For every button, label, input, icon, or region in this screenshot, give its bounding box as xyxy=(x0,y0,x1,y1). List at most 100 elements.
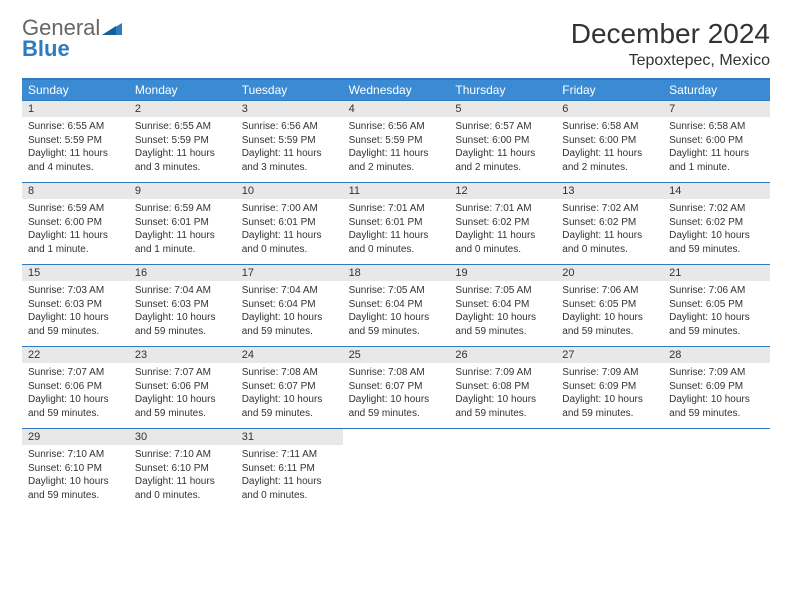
day-number: 15 xyxy=(22,265,129,281)
daylight-text: and 2 minutes. xyxy=(455,161,550,175)
sunrise-text: Sunrise: 7:05 AM xyxy=(455,284,550,298)
day-cell: Sunrise: 6:56 AMSunset: 5:59 PMDaylight:… xyxy=(343,117,450,182)
day-cell: Sunrise: 6:56 AMSunset: 5:59 PMDaylight:… xyxy=(236,117,343,182)
daylight-text: and 59 minutes. xyxy=(455,407,550,421)
day-number: 5 xyxy=(449,101,556,117)
sunrise-text: Sunrise: 7:01 AM xyxy=(349,202,444,216)
daylight-text: and 0 minutes. xyxy=(242,243,337,257)
daylight-text: Daylight: 10 hours xyxy=(562,311,657,325)
daylight-text: Daylight: 11 hours xyxy=(669,147,764,161)
week-row: Sunrise: 7:03 AMSunset: 6:03 PMDaylight:… xyxy=(22,281,770,346)
day-cell: Sunrise: 7:05 AMSunset: 6:04 PMDaylight:… xyxy=(449,281,556,346)
daylight-text: and 59 minutes. xyxy=(28,407,123,421)
sunrise-text: Sunrise: 7:02 AM xyxy=(669,202,764,216)
day-number: 10 xyxy=(236,183,343,199)
day-number: 26 xyxy=(449,347,556,363)
day-number: 19 xyxy=(449,265,556,281)
daylight-text: and 59 minutes. xyxy=(242,325,337,339)
daylight-text: and 1 minute. xyxy=(669,161,764,175)
sunrise-text: Sunrise: 7:06 AM xyxy=(669,284,764,298)
daylight-text: Daylight: 11 hours xyxy=(349,147,444,161)
day-number: 14 xyxy=(663,183,770,199)
day-number: 16 xyxy=(129,265,236,281)
weekday-label: Saturday xyxy=(663,80,770,100)
daylight-text: Daylight: 10 hours xyxy=(242,311,337,325)
sunrise-text: Sunrise: 6:56 AM xyxy=(349,120,444,134)
sunset-text: Sunset: 6:11 PM xyxy=(242,462,337,476)
day-number: 3 xyxy=(236,101,343,117)
sunrise-text: Sunrise: 7:01 AM xyxy=(455,202,550,216)
daylight-text: and 59 minutes. xyxy=(349,325,444,339)
sunrise-text: Sunrise: 7:07 AM xyxy=(135,366,230,380)
day-cell xyxy=(449,445,556,510)
brand-mark-icon xyxy=(102,18,122,39)
weekday-label: Wednesday xyxy=(343,80,450,100)
sunrise-text: Sunrise: 6:55 AM xyxy=(135,120,230,134)
sunrise-text: Sunrise: 7:00 AM xyxy=(242,202,337,216)
sunrise-text: Sunrise: 7:09 AM xyxy=(455,366,550,380)
day-cell: Sunrise: 7:01 AMSunset: 6:01 PMDaylight:… xyxy=(343,199,450,264)
daylight-text: Daylight: 11 hours xyxy=(349,229,444,243)
sunrise-text: Sunrise: 7:09 AM xyxy=(669,366,764,380)
sunset-text: Sunset: 6:02 PM xyxy=(455,216,550,230)
day-cell xyxy=(343,445,450,510)
day-cell xyxy=(556,445,663,510)
sunset-text: Sunset: 6:01 PM xyxy=(242,216,337,230)
daylight-text: Daylight: 11 hours xyxy=(242,229,337,243)
sunrise-text: Sunrise: 7:04 AM xyxy=(242,284,337,298)
daynum-row: 22232425262728 xyxy=(22,346,770,363)
daylight-text: and 3 minutes. xyxy=(242,161,337,175)
day-cell: Sunrise: 7:04 AMSunset: 6:04 PMDaylight:… xyxy=(236,281,343,346)
day-cell: Sunrise: 7:02 AMSunset: 6:02 PMDaylight:… xyxy=(556,199,663,264)
day-cell: Sunrise: 7:03 AMSunset: 6:03 PMDaylight:… xyxy=(22,281,129,346)
daylight-text: Daylight: 10 hours xyxy=(455,311,550,325)
daylight-text: and 0 minutes. xyxy=(455,243,550,257)
day-cell: Sunrise: 6:57 AMSunset: 6:00 PMDaylight:… xyxy=(449,117,556,182)
sunset-text: Sunset: 5:59 PM xyxy=(28,134,123,148)
daylight-text: Daylight: 10 hours xyxy=(349,311,444,325)
daylight-text: and 2 minutes. xyxy=(349,161,444,175)
daylight-text: Daylight: 10 hours xyxy=(242,393,337,407)
day-number: 25 xyxy=(343,347,450,363)
day-number xyxy=(343,429,450,445)
day-number: 11 xyxy=(343,183,450,199)
daylight-text: and 4 minutes. xyxy=(28,161,123,175)
day-cell: Sunrise: 7:06 AMSunset: 6:05 PMDaylight:… xyxy=(556,281,663,346)
day-cell xyxy=(663,445,770,510)
weekday-label: Monday xyxy=(129,80,236,100)
sunrise-text: Sunrise: 7:03 AM xyxy=(28,284,123,298)
sunset-text: Sunset: 6:07 PM xyxy=(242,380,337,394)
week-row: Sunrise: 6:59 AMSunset: 6:00 PMDaylight:… xyxy=(22,199,770,264)
sunrise-text: Sunrise: 7:10 AM xyxy=(28,448,123,462)
sunset-text: Sunset: 6:08 PM xyxy=(455,380,550,394)
sunset-text: Sunset: 6:00 PM xyxy=(669,134,764,148)
day-cell: Sunrise: 7:11 AMSunset: 6:11 PMDaylight:… xyxy=(236,445,343,510)
brand-part2: Blue xyxy=(22,36,70,61)
daylight-text: Daylight: 11 hours xyxy=(455,147,550,161)
daylight-text: Daylight: 10 hours xyxy=(28,475,123,489)
month-title: December 2024 xyxy=(571,18,770,50)
sunrise-text: Sunrise: 7:11 AM xyxy=(242,448,337,462)
daylight-text: and 0 minutes. xyxy=(242,489,337,503)
sunset-text: Sunset: 6:01 PM xyxy=(135,216,230,230)
sunrise-text: Sunrise: 6:56 AM xyxy=(242,120,337,134)
day-cell: Sunrise: 7:05 AMSunset: 6:04 PMDaylight:… xyxy=(343,281,450,346)
sunset-text: Sunset: 6:00 PM xyxy=(28,216,123,230)
daynum-row: 891011121314 xyxy=(22,182,770,199)
day-number: 24 xyxy=(236,347,343,363)
day-cell: Sunrise: 6:55 AMSunset: 5:59 PMDaylight:… xyxy=(129,117,236,182)
sunset-text: Sunset: 6:04 PM xyxy=(242,298,337,312)
sunset-text: Sunset: 6:00 PM xyxy=(562,134,657,148)
daylight-text: and 59 minutes. xyxy=(669,407,764,421)
daylight-text: and 59 minutes. xyxy=(455,325,550,339)
daylight-text: Daylight: 11 hours xyxy=(28,229,123,243)
weeks-container: 1234567Sunrise: 6:55 AMSunset: 5:59 PMDa… xyxy=(22,100,770,510)
daylight-text: Daylight: 10 hours xyxy=(562,393,657,407)
weekday-label: Friday xyxy=(556,80,663,100)
day-cell: Sunrise: 7:07 AMSunset: 6:06 PMDaylight:… xyxy=(22,363,129,428)
daylight-text: Daylight: 10 hours xyxy=(135,393,230,407)
sunrise-text: Sunrise: 6:59 AM xyxy=(28,202,123,216)
day-cell: Sunrise: 6:55 AMSunset: 5:59 PMDaylight:… xyxy=(22,117,129,182)
daylight-text: and 59 minutes. xyxy=(669,325,764,339)
daylight-text: Daylight: 11 hours xyxy=(135,147,230,161)
